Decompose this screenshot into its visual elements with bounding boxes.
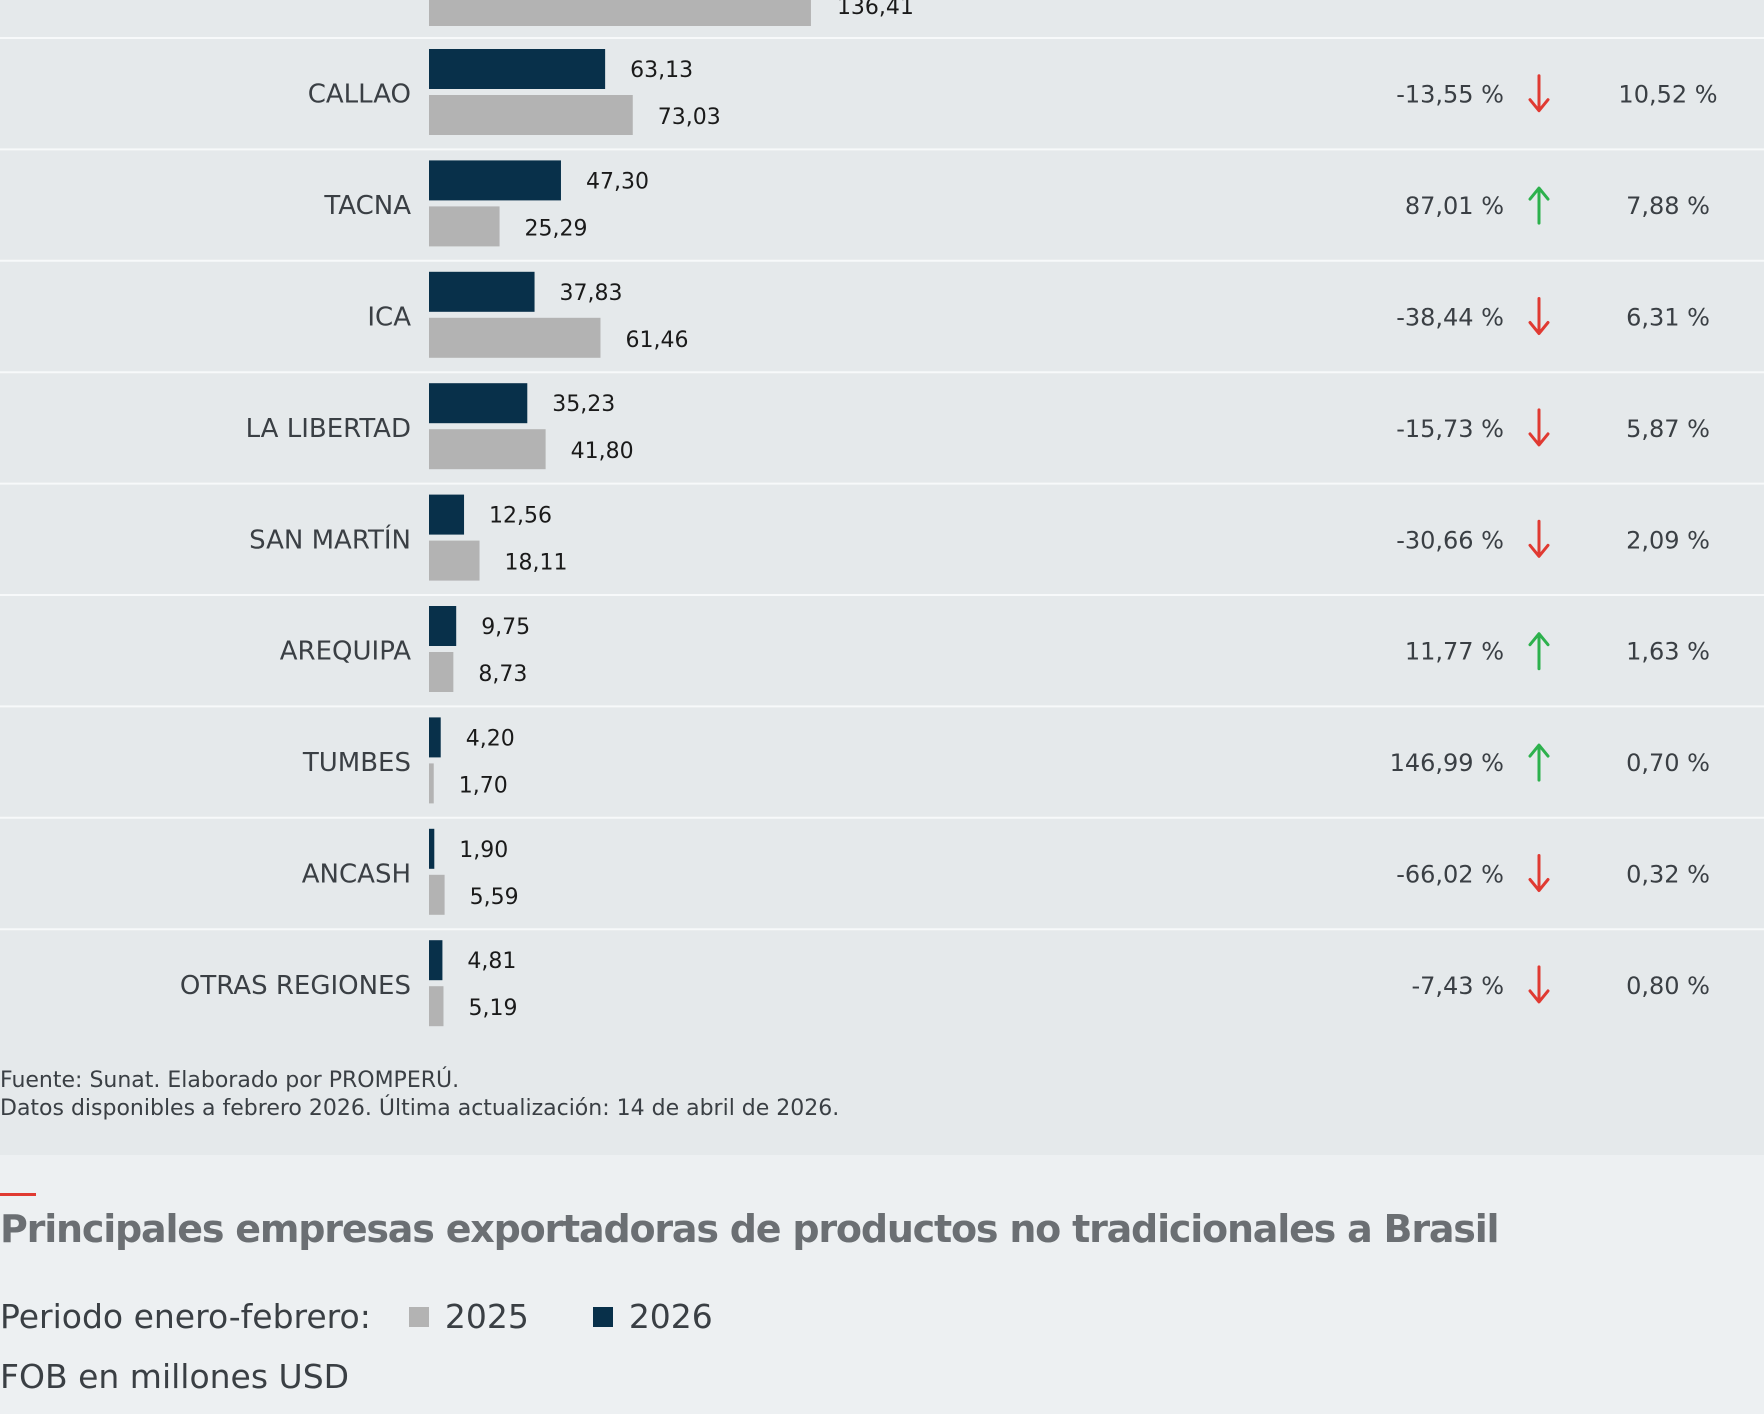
bar-2025 <box>429 429 546 470</box>
trend-up-arrow-icon <box>1528 186 1550 225</box>
bar-label-2025: 5,59 <box>470 885 519 910</box>
bar-label-2026: 37,83 <box>560 281 623 306</box>
trend-down-arrow-icon <box>1528 408 1550 447</box>
bar-2026 <box>429 49 606 89</box>
bar-label-2025: 5,19 <box>468 996 517 1021</box>
bar-label-2026: 9,75 <box>481 615 530 640</box>
trend-up-arrow-icon <box>1528 743 1550 782</box>
category-label: TACNA <box>323 191 411 221</box>
bar-label-2025: 61,46 <box>625 328 688 353</box>
bar-label-2026: 35,23 <box>552 392 615 417</box>
share-value: 0,32 % <box>1626 861 1710 889</box>
trend-up-arrow-icon <box>1528 632 1550 671</box>
share-value: 10,52 % <box>1618 81 1717 109</box>
variation-value: -30,66 % <box>1396 526 1504 554</box>
bar-2025 <box>429 986 444 1027</box>
unit-label: FOB en millones USD <box>0 1357 350 1396</box>
companies-section-header: Principales empresas exportadoras de pro… <box>0 1155 1764 1414</box>
bar-label-2025: 73,03 <box>658 105 721 130</box>
legend-swatch-2026 <box>592 1306 613 1327</box>
region-bar-chart: 136,41 CALLAO 63,13 73,03 -13,55 % 10,52 % TAC… <box>0 0 1764 1121</box>
category-label: SAN MARTÍN <box>249 523 411 555</box>
category-label: LA LIBERTAD <box>246 414 411 444</box>
bar-label-2025: 8,73 <box>478 662 527 687</box>
share-value: 5,87 % <box>1626 415 1710 443</box>
variation-value: 87,01 % <box>1405 192 1504 220</box>
update-note: Datos disponibles a febrero 2026. Última… <box>0 1096 840 1121</box>
share-value: 0,80 % <box>1626 972 1710 1000</box>
bar-2025 <box>429 763 434 804</box>
bar-label-2025: 1,70 <box>459 773 508 798</box>
category-label: TUMBES <box>302 748 411 778</box>
bar-label-2026: 4,81 <box>467 949 516 974</box>
period-label: Periodo enero-febrero: <box>0 1297 371 1336</box>
variation-value: -66,02 % <box>1396 861 1504 889</box>
category-label: CALLAO <box>308 80 411 110</box>
bar-label-2025: 25,29 <box>525 216 588 241</box>
share-value: 7,88 % <box>1626 192 1710 220</box>
bar-label-2026: 47,30 <box>586 169 649 194</box>
bar-2025 <box>429 317 601 358</box>
share-value: 2,09 % <box>1626 526 1710 554</box>
legend-swatch-2025 <box>408 1306 429 1327</box>
category-label: ANCASH <box>302 860 411 890</box>
bar-2025 <box>429 540 480 581</box>
bar-label-2025: 41,80 <box>571 439 634 464</box>
variation-value: -38,44 % <box>1396 304 1504 332</box>
trend-down-arrow-icon <box>1528 854 1550 892</box>
bar-2025 <box>429 652 454 692</box>
category-label: AREQUIPA <box>280 637 411 667</box>
bar-2025-partial <box>429 0 811 26</box>
bar-2025 <box>429 874 445 915</box>
source-note: Fuente: Sunat. Elaborado por PROMPERÚ. <box>0 1068 460 1093</box>
bar-2025 <box>429 95 633 135</box>
share-value: 0,70 % <box>1626 749 1710 777</box>
trend-down-arrow-icon <box>1528 519 1550 558</box>
bar-label-2025: 18,11 <box>505 551 568 576</box>
variation-value: 146,99 % <box>1390 749 1504 777</box>
bar-label-2026: 1,90 <box>459 838 508 863</box>
period-legend: Periodo enero-febrero: 2025 2026 <box>0 1297 713 1336</box>
legend-label-2025: 2025 <box>444 1297 529 1336</box>
share-value: 1,63 % <box>1626 638 1710 666</box>
chart-canvas: 136,41 CALLAO 63,13 73,03 -13,55 % 10,52 % TAC… <box>0 0 1764 1027</box>
bar-2026 <box>429 160 561 201</box>
variation-value: -15,73 % <box>1396 415 1504 443</box>
share-value: 6,31 % <box>1626 304 1710 332</box>
category-label: OTRAS REGIONES <box>180 971 411 1001</box>
variation-value: 11,77 % <box>1405 638 1504 666</box>
bar-2026 <box>429 940 443 981</box>
section-accent-line <box>0 1193 36 1196</box>
legend-label-2026: 2026 <box>628 1297 713 1336</box>
bar-label-2026: 4,20 <box>466 726 515 751</box>
bar-2026 <box>429 494 465 535</box>
variation-value: -13,55 % <box>1396 81 1504 109</box>
bar-label-2026: 12,56 <box>489 504 552 529</box>
bar-2025 <box>429 206 500 247</box>
variation-value: -7,43 % <box>1411 972 1504 1000</box>
bar-2026 <box>429 828 435 869</box>
section-title: Principales empresas exportadoras de pro… <box>0 1207 1500 1251</box>
bar-2026 <box>429 717 441 758</box>
bar-label-2025-partial: 136,41 <box>837 0 914 20</box>
trend-down-arrow-icon <box>1528 297 1550 335</box>
bar-label-2026: 63,13 <box>630 58 693 83</box>
trend-down-arrow-icon <box>1528 965 1550 1004</box>
trend-down-arrow-icon <box>1528 74 1550 113</box>
bar-2026 <box>429 383 528 424</box>
bar-2026 <box>429 606 457 646</box>
bar-2026 <box>429 271 535 312</box>
category-label: ICA <box>367 303 411 333</box>
